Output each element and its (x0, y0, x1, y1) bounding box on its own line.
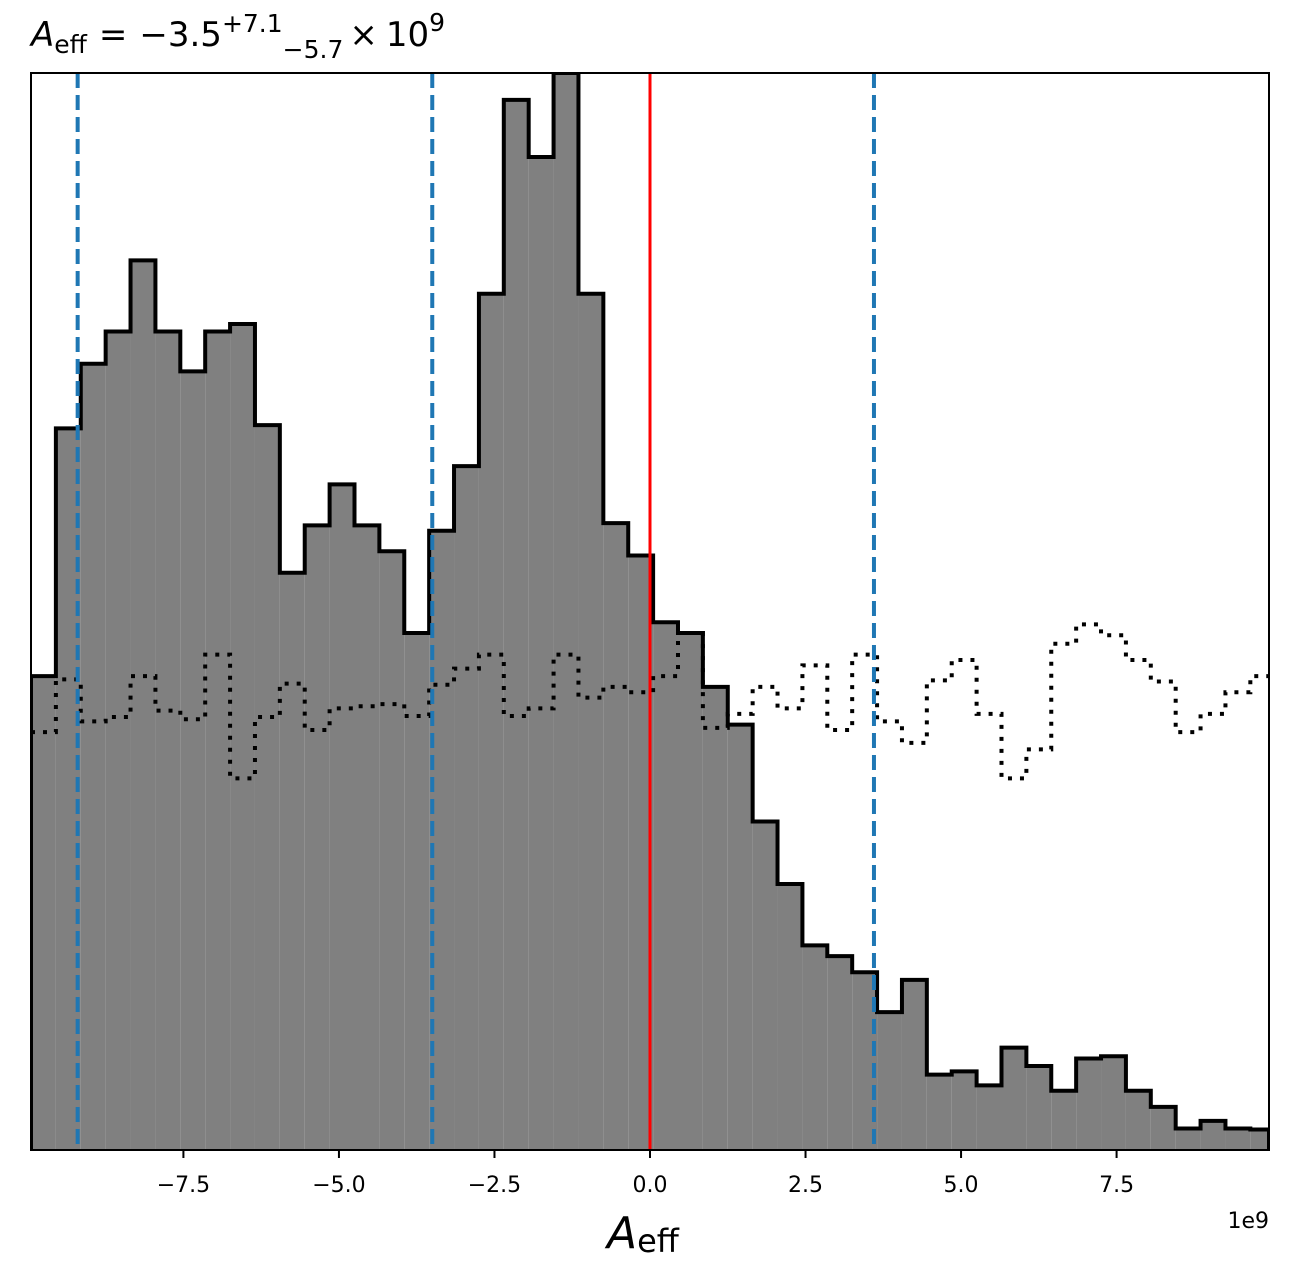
posterior-bar (354, 525, 380, 1150)
x-axis-ticks: −7.5 −5.0 −2.5 0.0 2.5 5.0 7.5 (157, 1150, 1134, 1198)
posterior-bar (677, 633, 703, 1150)
x-tick-label: 2.5 (788, 1173, 823, 1198)
posterior-bar (80, 363, 106, 1150)
posterior-bar (31, 676, 56, 1150)
posterior-bar (1101, 1056, 1126, 1150)
posterior-bar (1026, 1065, 1052, 1150)
posterior-bar (404, 633, 430, 1150)
chart-title: Aeff = −3.5+7.1−5.7 × 109 (29, 8, 445, 64)
posterior-bar (379, 551, 405, 1150)
x-axis-offset-text: 1e9 (1227, 1209, 1269, 1234)
x-tick-label: −7.5 (157, 1173, 210, 1198)
posterior-bar (1051, 1090, 1077, 1150)
x-tick-label: 7.5 (1099, 1173, 1134, 1198)
posterior-bar (1175, 1128, 1201, 1150)
posterior-outline (31, 73, 1269, 1150)
posterior-bar (528, 157, 554, 1150)
posterior-bar (603, 523, 629, 1150)
posterior-bar (752, 821, 778, 1150)
posterior-bar (553, 73, 579, 1150)
posterior-bar (105, 331, 131, 1150)
posterior-bar (877, 1012, 902, 1150)
posterior-bar (279, 572, 305, 1150)
posterior-bar (503, 99, 529, 1150)
posterior-bar (1250, 1129, 1269, 1150)
posterior-bar (727, 724, 753, 1150)
posterior-bar (254, 425, 280, 1150)
posterior-bar (478, 293, 504, 1150)
x-tick-label: −2.5 (468, 1173, 521, 1198)
posterior-bar (1200, 1120, 1226, 1150)
posterior-bar (454, 466, 479, 1150)
posterior-bar (702, 686, 728, 1150)
x-tick-label: 5.0 (944, 1173, 979, 1198)
posterior-bar (180, 371, 206, 1150)
posterior-bar (578, 293, 604, 1150)
posterior-bar (1150, 1106, 1176, 1150)
posterior-bar (130, 260, 156, 1150)
posterior-bar (802, 945, 828, 1150)
posterior-bar (653, 622, 678, 1150)
posterior-bar (1001, 1047, 1027, 1150)
posterior-bar (1225, 1128, 1251, 1150)
x-axis-label: Aeff (604, 1208, 680, 1260)
posterior-bar (976, 1085, 1002, 1150)
posterior-bar (926, 1074, 952, 1150)
x-tick-label: 0.0 (633, 1173, 668, 1198)
posterior-bar (901, 979, 927, 1150)
posterior-bar (230, 323, 255, 1150)
posterior-bar (329, 484, 355, 1150)
posterior-bar (205, 331, 231, 1150)
reference-lines (75, 73, 876, 1150)
posterior-bar (1076, 1058, 1102, 1150)
posterior-bar (155, 331, 181, 1150)
posterior-bar (304, 525, 330, 1150)
posterior-bar (827, 956, 853, 1150)
x-tick-label: −5.0 (312, 1173, 365, 1198)
posterior-bar (777, 883, 803, 1150)
posterior-bar (951, 1071, 977, 1150)
posterior-bar (1125, 1090, 1151, 1150)
plot-area (31, 73, 1269, 1150)
